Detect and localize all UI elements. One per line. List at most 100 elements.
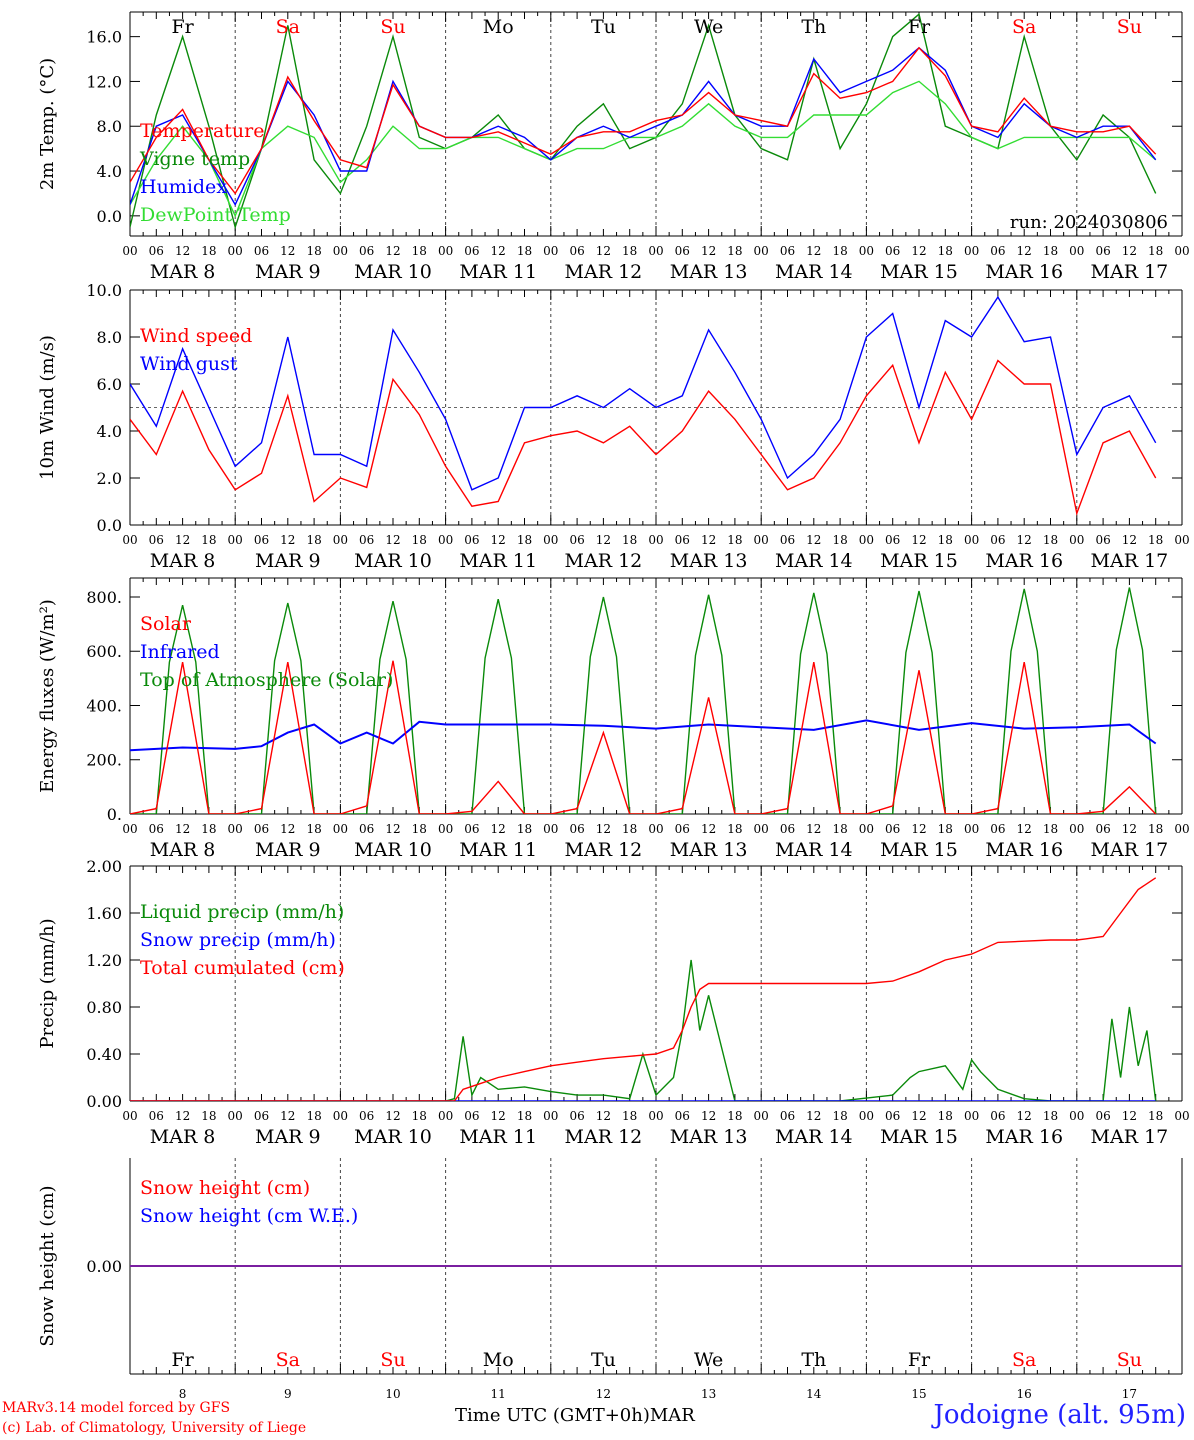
weekday-label: Tu	[591, 1349, 616, 1371]
hour-label: 12	[1122, 244, 1137, 258]
station-name: Jodoigne (alt. 95m)	[933, 1400, 1186, 1430]
hour-label: 00	[1069, 822, 1084, 836]
hour-label: 18	[517, 1109, 532, 1123]
hour-label: 18	[306, 1109, 321, 1123]
day-label: MAR 9	[255, 1126, 321, 1148]
hour-label: 00	[122, 533, 137, 547]
day-label: MAR 8	[150, 839, 216, 861]
panel-snow: 0.00 Snow height (cm) Snow height (cm) Snow…	[37, 1158, 1183, 1401]
hour-label: 18	[938, 244, 953, 258]
day-label: MAR 14	[775, 1126, 853, 1148]
day-label: MAR 15	[880, 1126, 958, 1148]
hour-label: 00	[228, 1109, 243, 1123]
y-tick-label: 0.80	[86, 998, 122, 1017]
weekday-label: Fr	[171, 16, 194, 38]
series-liquid-precip-mm-h-	[130, 959, 1157, 1101]
hour-label: 06	[569, 533, 584, 547]
hour-label: 00	[543, 533, 558, 547]
hour-label: 00	[1174, 244, 1189, 258]
y-tick-label: 0.00	[86, 1257, 122, 1276]
day-number: 16	[1017, 1387, 1032, 1401]
hour-label: 12	[385, 244, 400, 258]
hour-label: 12	[701, 1109, 716, 1123]
hour-label: 18	[727, 533, 742, 547]
weekday-label: Mo	[483, 16, 514, 38]
legend-entry: Total cumulated (cm)	[140, 957, 345, 979]
hour-label: 06	[569, 1109, 584, 1123]
hour-label: 00	[964, 1109, 979, 1123]
legend-entry: Wind gust	[140, 353, 238, 375]
hour-label: 18	[727, 1109, 742, 1123]
hour-label: 06	[359, 1109, 374, 1123]
legend-entry: Solar	[140, 613, 192, 635]
y-axis-title: Snow height (cm)	[37, 1185, 58, 1346]
series-temperature	[130, 46, 1157, 195]
y-axis-title: Precip (mm/h)	[37, 918, 58, 1048]
hour-label: 06	[254, 1109, 269, 1123]
day-label: MAR 11	[459, 550, 537, 572]
y-tick-label: 6.0	[97, 375, 122, 394]
series-dewpoint-temp	[130, 80, 1157, 218]
y-tick-label: 1.20	[86, 951, 122, 970]
panel-wind: 0.0 2.0 4.0 6.0 8.0 10.0 10m Wind (m/s) Wind sp…	[37, 281, 1190, 572]
weekday-label: Su	[380, 1349, 405, 1371]
hour-label: 12	[701, 244, 716, 258]
hour-label: 06	[885, 244, 900, 258]
y-tick-label: 4.0	[97, 162, 122, 181]
hour-label: 18	[517, 822, 532, 836]
hour-label: 18	[201, 822, 216, 836]
day-label: MAR 17	[1091, 1126, 1169, 1148]
hour-label: 00	[1069, 244, 1084, 258]
weekday-label: Mo	[483, 1349, 514, 1371]
day-label: MAR 16	[985, 261, 1063, 283]
day-label: MAR 11	[459, 1126, 537, 1148]
day-label: MAR 11	[459, 261, 537, 283]
panel-energy: 0. 200. 400. 600. 800. Energy fluxes (W/m²) So…	[37, 577, 1190, 861]
hour-label: 00	[754, 822, 769, 836]
hour-label: 00	[964, 533, 979, 547]
hour-label: 12	[596, 244, 611, 258]
y-tick-label: 12.0	[86, 72, 122, 91]
hour-label: 06	[780, 1109, 795, 1123]
day-label: MAR 10	[354, 839, 432, 861]
hour-label: 06	[359, 244, 374, 258]
hour-label: 12	[280, 822, 295, 836]
y-tick-label: 1.60	[86, 904, 122, 923]
day-number: 12	[596, 1387, 611, 1401]
y-tick-label: 200.	[86, 751, 122, 770]
hour-label: 00	[754, 533, 769, 547]
hour-label: 18	[306, 822, 321, 836]
hour-label: 18	[412, 533, 427, 547]
hour-label: 18	[1148, 1109, 1163, 1123]
hour-label: 06	[780, 533, 795, 547]
y-tick-label: 8.0	[97, 117, 122, 136]
hour-label: 00	[228, 244, 243, 258]
hour-label: 06	[885, 822, 900, 836]
hour-label: 00	[438, 1109, 453, 1123]
weekday-label: Su	[1117, 16, 1142, 38]
hour-label: 00	[122, 244, 137, 258]
hour-label: 18	[517, 244, 532, 258]
series-infrared	[130, 719, 1157, 752]
hour-label: 12	[1122, 822, 1137, 836]
hour-label: 00	[543, 1109, 558, 1123]
hour-label: 00	[1174, 533, 1189, 547]
day-number: 10	[385, 1387, 400, 1401]
hour-label: 06	[1095, 1109, 1110, 1123]
hour-label: 18	[1043, 244, 1058, 258]
series-solar	[130, 660, 1157, 814]
hour-label: 18	[201, 244, 216, 258]
hour-label: 06	[359, 822, 374, 836]
y-tick-label: 0.0	[97, 516, 122, 535]
weekday-label: Th	[801, 1349, 826, 1371]
legend-entry: Top of Atmosphere (Solar)	[140, 669, 393, 691]
day-label: MAR 8	[150, 1126, 216, 1148]
day-label: MAR 9	[255, 261, 321, 283]
hour-label: 18	[832, 533, 847, 547]
hour-label: 00	[543, 822, 558, 836]
hour-label: 12	[280, 1109, 295, 1123]
hour-label: 18	[938, 1109, 953, 1123]
hour-label: 18	[622, 1109, 637, 1123]
hour-label: 06	[254, 533, 269, 547]
day-number: 15	[911, 1387, 926, 1401]
